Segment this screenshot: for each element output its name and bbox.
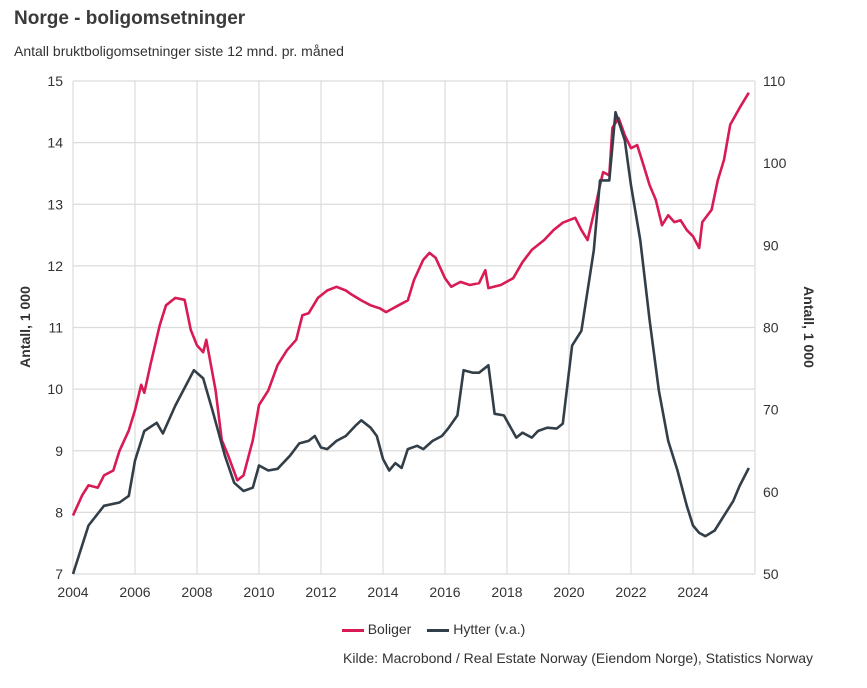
y-right-tick-label: 90 [763,237,779,253]
legend-swatch-hytter [427,628,450,632]
y-axis-right-label: Antall, 1 000 [801,286,817,368]
y-left-tick-label: 8 [55,504,63,520]
y-right-tick-label: 60 [763,484,779,500]
x-tick-label: 2016 [429,584,460,600]
legend-label: Hytter (v.a.) [453,621,526,637]
y-left-tick-label: 13 [47,196,63,212]
y-left-tick-label: 7 [55,566,63,582]
x-tick-label: 2006 [119,584,150,600]
x-tick-label: 2010 [243,584,274,600]
tick-labels: 7 8 9 10 11 12 13 14 15 50 60 70 80 90 100 110 2004 2006 2… [47,73,786,600]
series-line-boliger [71,92,750,517]
y-left-tick-label: 11 [48,320,63,336]
chart-title: Norge - boligomsetninger [14,8,246,29]
x-tick-label: 2014 [367,584,398,600]
x-tick-label: 2018 [491,584,522,600]
y-right-tick-label: 100 [763,155,787,171]
y-left-tick-label: 15 [47,73,63,89]
y-left-tick-label: 14 [47,135,63,151]
series-line-hytter [71,110,750,575]
source-note: Kilde: Macrobond / Real Estate Norway (E… [343,650,813,666]
series-lines [71,92,750,575]
legend-label: Boliger [367,621,412,637]
y-left-tick-label: 9 [55,443,63,459]
x-tick-label: 2008 [181,584,212,600]
y-right-tick-label: 70 [763,402,779,418]
y-left-tick-label: 10 [47,381,63,397]
legend-item-boliger: Boliger [341,621,412,637]
y-right-tick-label: 110 [763,73,786,89]
y-axis-left-label: Antall, 1 000 [17,286,33,368]
y-left-tick-label: 12 [47,258,63,274]
y-right-tick-label: 80 [763,320,779,336]
legend-item-hytter: Hytter (v.a.) [427,621,525,637]
x-tick-label: 2022 [615,584,646,600]
chart-subtitle: Antall bruktboligomsetninger siste 12 mn… [14,43,344,59]
grid [72,80,756,575]
y-right-tick-label: 50 [763,566,779,582]
x-tick-label: 2020 [553,584,584,600]
x-tick-label: 2012 [305,584,336,600]
x-tick-label: 2004 [57,584,88,600]
legend: Boliger Hytter (v.a.) [0,621,867,637]
legend-swatch-boliger [341,628,364,632]
x-tick-label: 2024 [677,584,708,600]
